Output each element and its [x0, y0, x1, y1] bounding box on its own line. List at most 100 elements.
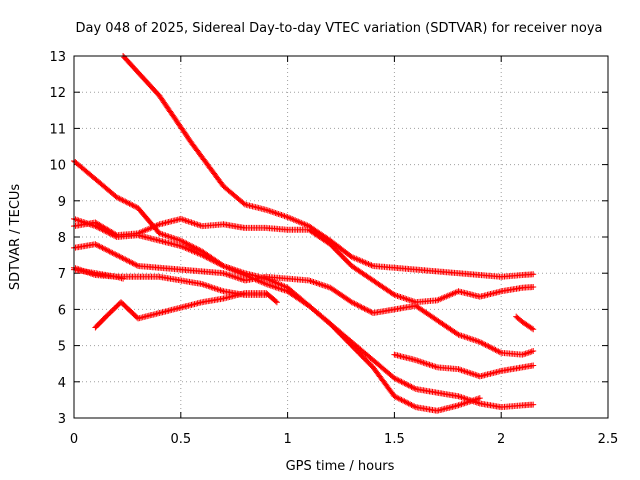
x-tick-label: 1.5 — [384, 432, 405, 447]
data-point — [414, 359, 417, 361]
data-point — [158, 312, 161, 314]
data-point — [500, 276, 503, 278]
data-point — [521, 404, 524, 407]
data-point — [479, 402, 481, 405]
data-point — [515, 315, 517, 318]
y-tick-label: 13 — [49, 50, 66, 65]
data-point — [329, 239, 332, 242]
data-point — [265, 227, 268, 229]
data-point — [500, 370, 503, 372]
data-point — [372, 279, 374, 282]
data-point — [414, 406, 417, 408]
x-axis-label: GPS time / hours — [286, 459, 395, 474]
data-point — [137, 232, 139, 235]
y-tick-label: 4 — [58, 376, 66, 391]
data-point — [521, 353, 524, 356]
data-point — [105, 315, 107, 318]
data-point — [393, 353, 396, 356]
data-point — [158, 239, 161, 242]
x-tick-label: 2.5 — [598, 432, 619, 447]
data-point — [137, 265, 139, 267]
data-point — [500, 290, 503, 293]
data-point — [393, 294, 396, 296]
data-point — [286, 277, 289, 280]
data-point — [190, 142, 193, 144]
data-point — [521, 366, 524, 369]
data-point — [265, 294, 268, 296]
data-point — [222, 223, 225, 226]
data-point — [521, 274, 524, 276]
data-point — [350, 301, 353, 303]
data-point — [350, 256, 353, 258]
data-point — [457, 290, 460, 293]
data-point — [372, 265, 374, 267]
data-point — [436, 270, 438, 273]
data-point — [94, 178, 97, 180]
data-point — [180, 218, 182, 220]
data-point — [457, 368, 460, 370]
data-point — [350, 344, 353, 347]
data-point — [521, 321, 524, 323]
data-point — [500, 406, 503, 408]
data-point — [329, 286, 332, 289]
y-tick-label: 11 — [49, 122, 66, 137]
data-point — [436, 366, 438, 369]
data-point — [120, 301, 122, 303]
chart-title: Day 048 of 2025, Sidereal Day-to-day VTE… — [76, 21, 603, 36]
data-point — [479, 274, 481, 276]
data-point — [436, 391, 438, 394]
data-point — [479, 341, 481, 343]
x-tick-label: 2 — [497, 432, 505, 447]
data-point — [115, 196, 118, 198]
data-point — [457, 404, 460, 407]
data-point — [532, 403, 535, 406]
data-point — [94, 326, 97, 329]
plot-frame — [73, 55, 609, 419]
data-point — [286, 216, 289, 218]
data-point — [222, 185, 225, 188]
data-point — [137, 207, 139, 209]
data-point — [372, 312, 374, 314]
data-point — [532, 328, 535, 331]
data-point — [500, 352, 503, 354]
data-point — [158, 223, 161, 226]
data-point — [137, 317, 139, 320]
data-point — [265, 283, 268, 285]
data-point — [201, 283, 203, 285]
data-point — [532, 273, 535, 276]
data-point — [265, 276, 268, 278]
y-tick-label: 8 — [58, 231, 66, 246]
data-point — [115, 234, 118, 236]
data-point — [436, 409, 438, 412]
y-tick-label: 6 — [58, 303, 66, 318]
y-tick-label: 9 — [58, 195, 66, 210]
data-point — [532, 350, 535, 352]
data-point — [372, 366, 374, 369]
data-point — [201, 254, 203, 256]
data-point — [158, 95, 161, 97]
data-point — [158, 232, 161, 235]
data-point — [393, 308, 396, 311]
y-tick-label: 12 — [49, 86, 66, 101]
data-point — [350, 265, 353, 267]
data-point — [414, 304, 417, 307]
data-point — [521, 286, 524, 289]
data-point — [308, 279, 310, 282]
data-point — [457, 395, 460, 398]
data-point — [158, 276, 161, 278]
y-tick-label: 10 — [49, 159, 66, 174]
data-point — [436, 299, 438, 302]
data-point — [532, 286, 535, 288]
data-point — [180, 239, 182, 242]
data-point — [180, 268, 182, 271]
series-track-9 — [391, 351, 537, 380]
y-tick-label: 7 — [58, 267, 66, 282]
data-point — [414, 388, 417, 390]
data-point — [479, 295, 481, 298]
data-point — [115, 254, 118, 256]
data-point — [329, 243, 332, 246]
data-point — [244, 272, 246, 275]
data-point — [329, 323, 332, 325]
data-point — [286, 286, 289, 289]
